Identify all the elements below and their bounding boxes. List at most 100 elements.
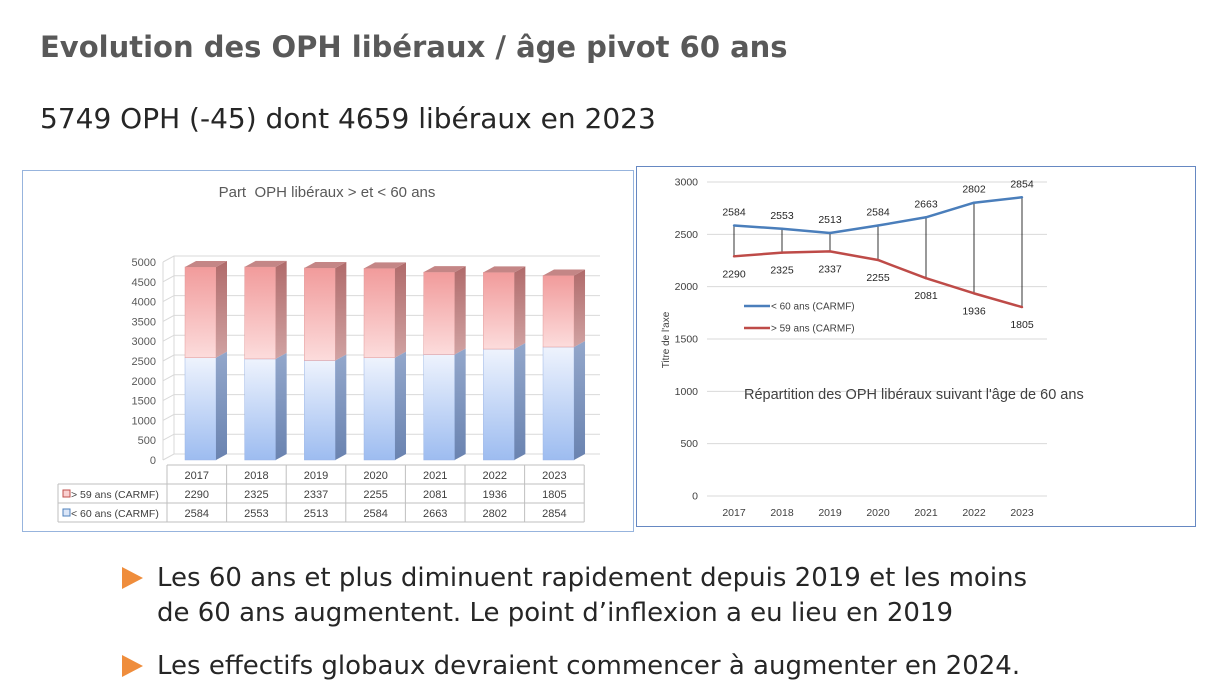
bar-2019-59-ans-carmf <box>304 267 336 361</box>
x-tick-label-2023: 2023 <box>1010 507 1034 519</box>
y-tick-label-2000: 2000 <box>675 281 699 293</box>
bar-2019-59-ans-carmf-side <box>335 261 347 361</box>
y-tick-label-1000: 1000 <box>132 415 156 427</box>
slide-title: Evolution des OPH libéraux / âge pivot 6… <box>40 30 788 64</box>
bar-2021-60-ans-carmf <box>423 354 455 461</box>
bar-chart-panel: Part OPH libéraux > et < 60 ans 0 500 1000 1… <box>22 170 634 532</box>
data-label-2023-59-ans-carmf: 1805 <box>1010 319 1034 331</box>
x-tick-label-2022: 2022 <box>962 507 986 519</box>
y-axis-title: Titre de l'axe <box>661 311 672 368</box>
data-label-2022-59-ans-carmf: 1936 <box>962 305 986 317</box>
y-tick-label-3000: 3000 <box>132 336 156 348</box>
point-2021-60-ans-carmf <box>924 216 928 219</box>
chart-title: Part OPH libéraux > et < 60 ans <box>219 184 436 201</box>
y-tick-label-1500: 1500 <box>675 334 699 346</box>
bar-2018-59-ans-carmf <box>244 266 276 360</box>
bar-2020-59-ans-carmf-side <box>395 262 407 358</box>
table-cell-2023-60-ans-carmf: 2854 <box>542 508 566 520</box>
point-2023-60-ans-carmf <box>1020 196 1024 199</box>
bar-2022-59-ans-carmf-side <box>514 266 526 350</box>
y-tick-label-1500: 1500 <box>132 396 156 408</box>
bar-2020-60-ans-carmf-side <box>395 351 407 460</box>
y-tick-label-2500: 2500 <box>132 356 156 368</box>
bar-2017-60-ans-carmf-side <box>216 351 227 460</box>
table-cell-2020-59-ans-carmf: 2255 <box>363 489 387 501</box>
bar-2021-59-ans-carmf-top <box>423 266 466 273</box>
bar-2018-59-ans-carmf-side <box>275 260 287 359</box>
data-table: 2017 2018 2019 2020 2021 2022 2023 > 59 ans (CA… <box>57 464 585 523</box>
bar-2021-60-ans-carmf-side <box>454 348 466 460</box>
y-tick-label-500: 500 <box>138 435 156 447</box>
table-cell-2018-60-ans-carmf: 2553 <box>244 508 268 520</box>
bar-2022-59-ans-carmf <box>483 272 515 350</box>
y-tick-label-500: 500 <box>680 438 698 450</box>
y-tick-label-0: 0 <box>692 491 698 503</box>
legend-key-60-ans-carmf <box>62 508 71 517</box>
bullet-item: Les effectifs globaux devraient commence… <box>157 649 1020 684</box>
table-cell-2017-60-ans-carmf: 2584 <box>185 508 209 520</box>
table-cell-2018-59-ans-carmf: 2325 <box>244 489 268 501</box>
bar-2018-60-ans-carmf <box>244 358 276 461</box>
y-tick-label-1000: 1000 <box>675 386 699 398</box>
y-tick-label-4500: 4500 <box>132 277 156 289</box>
data-label-2018-60-ans-carmf: 2553 <box>770 210 794 222</box>
table-header-2019: 2019 <box>304 470 328 482</box>
data-label-2020-60-ans-carmf: 2584 <box>866 207 890 219</box>
point-2017-60-ans-carmf <box>732 224 736 227</box>
x-tick-label-2017: 2017 <box>722 507 746 519</box>
y-tick-label-2500: 2500 <box>675 229 699 241</box>
data-label-2021-59-ans-carmf: 2081 <box>914 290 938 302</box>
bar-2022-60-ans-carmf-side <box>514 343 526 460</box>
data-label-2019-60-ans-carmf: 2513 <box>818 214 842 226</box>
bar-2018-59-ans-carmf-top <box>244 260 287 267</box>
point-2018-60-ans-carmf <box>780 227 784 230</box>
x-tick-label-2018: 2018 <box>770 507 794 519</box>
table-header-2020: 2020 <box>363 470 387 482</box>
stacked-bar-chart: Part OPH libéraux > et < 60 ans 0 500 1000 1… <box>57 184 600 523</box>
bar-2019-59-ans-carmf-top <box>304 261 347 268</box>
table-cell-2021-59-ans-carmf: 2081 <box>423 489 447 501</box>
data-label-2020-59-ans-carmf: 2255 <box>866 272 890 284</box>
bullet-text-line: Les effectifs globaux devraient commence… <box>157 651 1021 681</box>
data-label-2023-60-ans-carmf: 2854 <box>1010 178 1034 190</box>
bar-2023-59-ans-carmf-top <box>543 269 586 276</box>
point-2019-59-ans-carmf <box>828 250 832 253</box>
bar-2022-59-ans-carmf-top <box>483 266 526 273</box>
line-chart: 0 500 1000 1500 2000 2500 3000 2017 2018 2019 2020… <box>661 177 1084 520</box>
slide-subtitle: 5749 OPH (-45) dont 4659 libéraux en 202… <box>40 102 656 135</box>
y-tick-label-4000: 4000 <box>132 297 156 309</box>
gridline-5000 <box>162 255 600 263</box>
point-2022-59-ans-carmf <box>972 292 976 295</box>
bar-2021-59-ans-carmf-side <box>454 266 466 355</box>
x-tick-label-2020: 2020 <box>866 507 890 519</box>
triangle-right-icon <box>122 567 143 589</box>
bar-2017-59-ans-carmf-top <box>185 260 227 267</box>
point-2020-60-ans-carmf <box>876 224 880 227</box>
y-tick-label-5000: 5000 <box>132 257 156 269</box>
point-2018-59-ans-carmf <box>780 251 784 254</box>
point-2019-60-ans-carmf <box>828 231 832 235</box>
data-label-2017-60-ans-carmf: 2584 <box>722 207 746 219</box>
table-cell-2022-59-ans-carmf: 1936 <box>483 489 507 501</box>
table-header-2022: 2022 <box>483 470 507 482</box>
bar-2020-60-ans-carmf <box>363 357 396 461</box>
table-cell-2022-60-ans-carmf: 2802 <box>483 508 507 520</box>
table-cell-2019-60-ans-carmf: 2513 <box>304 508 328 520</box>
bar-2023-59-ans-carmf-side <box>574 269 586 347</box>
bullet-item: Les 60 ans et plus diminuent rapidement … <box>157 561 1027 631</box>
data-label-2018-59-ans-carmf: 2325 <box>770 265 794 277</box>
bar-2020-59-ans-carmf-top <box>364 262 407 269</box>
bar-2023-60-ans-carmf-side <box>574 340 586 460</box>
point-2020-59-ans-carmf <box>876 258 880 262</box>
y-tick-label-2000: 2000 <box>132 376 156 388</box>
bar-2022-60-ans-carmf <box>483 348 515 461</box>
table-row-label-60-ans-carmf: < 60 ans (CARMF) <box>71 508 159 520</box>
point-2022-60-ans-carmf <box>972 201 976 204</box>
bar-2018-60-ans-carmf-side <box>275 352 287 460</box>
bar-2020-59-ans-carmf <box>363 268 396 358</box>
bar-2023-60-ans-carmf <box>542 346 575 461</box>
table-header-2021: 2021 <box>423 470 447 482</box>
point-2023-59-ans-carmf <box>1020 305 1024 309</box>
bar-2023-59-ans-carmf <box>542 275 575 348</box>
